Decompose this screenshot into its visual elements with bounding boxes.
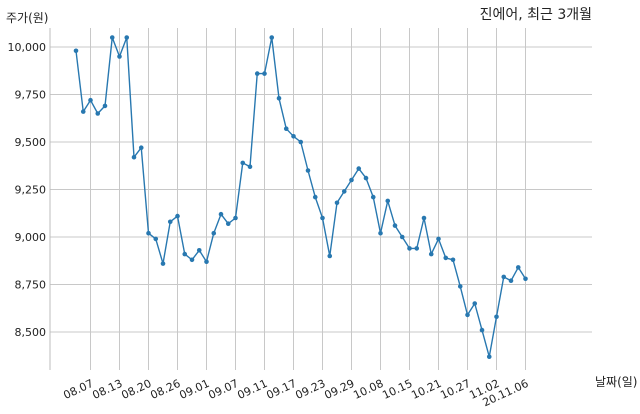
data-point <box>247 164 253 169</box>
data-point <box>117 54 122 59</box>
data-point <box>291 134 296 139</box>
data-point <box>131 154 137 160</box>
data-point <box>233 215 238 221</box>
data-point <box>254 71 260 76</box>
data-point <box>182 251 188 257</box>
data-point <box>327 253 333 259</box>
data-point <box>392 223 398 228</box>
data-point <box>479 327 485 333</box>
y-tick-label: 10,000 <box>8 41 47 54</box>
y-tick-label: 9,750 <box>15 89 47 102</box>
data-point <box>428 251 434 257</box>
data-point <box>450 257 456 263</box>
data-point <box>109 35 115 40</box>
data-point <box>356 166 362 171</box>
data-point <box>276 96 282 101</box>
data-point <box>443 255 449 261</box>
data-point <box>262 71 267 76</box>
data-point <box>436 236 441 242</box>
data-point <box>465 312 470 318</box>
data-points <box>73 35 528 360</box>
data-point <box>153 236 159 242</box>
data-point <box>457 284 463 289</box>
data-point <box>407 246 412 251</box>
y-tick-label: 9,250 <box>15 184 47 197</box>
data-point <box>204 259 209 265</box>
chart-title: 진에어, 최근 3개월 <box>480 7 592 23</box>
data-point <box>240 160 246 166</box>
data-point <box>378 230 383 236</box>
data-point <box>298 139 304 145</box>
x-tick-labels: 08.0708.1308.2008.2609.0109.0709.1109.17… <box>61 377 530 409</box>
data-point <box>95 111 101 116</box>
y-tick-label: 9,000 <box>15 231 47 244</box>
data-point <box>138 145 144 150</box>
data-point <box>312 194 318 200</box>
data-point <box>370 194 376 200</box>
data-point <box>88 97 93 103</box>
data-point <box>167 219 173 225</box>
data-point <box>211 230 217 236</box>
data-point <box>399 234 405 240</box>
data-point <box>320 215 325 221</box>
data-point <box>486 354 492 360</box>
data-point <box>189 257 195 263</box>
data-point <box>225 221 231 226</box>
data-point <box>421 215 427 221</box>
data-point <box>102 103 108 109</box>
data-point <box>269 35 275 40</box>
data-point <box>385 198 391 204</box>
data-point <box>218 211 224 217</box>
data-point <box>334 200 340 206</box>
x-axis-label: 날짜(일) <box>595 375 637 389</box>
data-point <box>73 48 79 54</box>
y-axis-label: 주가(원) <box>6 11 48 25</box>
y-tick-label: 8,500 <box>15 326 47 339</box>
data-point <box>160 261 166 266</box>
data-point <box>196 248 202 253</box>
y-tick-labels: 8,500 8,750 9,000 9,250 9,500 9,750 10,000 <box>8 41 47 339</box>
data-point <box>523 276 528 282</box>
data-point <box>515 265 521 270</box>
series-line <box>75 36 527 358</box>
data-point <box>175 213 180 219</box>
data-point <box>80 109 86 114</box>
data-point <box>146 230 151 236</box>
data-point <box>472 301 478 306</box>
data-point <box>283 126 289 131</box>
y-tick-label: 8,750 <box>15 279 47 292</box>
data-point <box>494 314 499 320</box>
y-tick-label: 9,500 <box>15 136 47 149</box>
data-point <box>305 168 311 173</box>
data-point <box>363 175 369 181</box>
data-point <box>508 278 514 284</box>
data-point <box>501 274 507 280</box>
data-point <box>414 246 420 251</box>
data-point <box>341 189 347 194</box>
grid-lines <box>50 28 592 370</box>
data-point <box>124 35 130 40</box>
price-series-line <box>75 36 527 358</box>
data-point <box>349 177 354 183</box>
